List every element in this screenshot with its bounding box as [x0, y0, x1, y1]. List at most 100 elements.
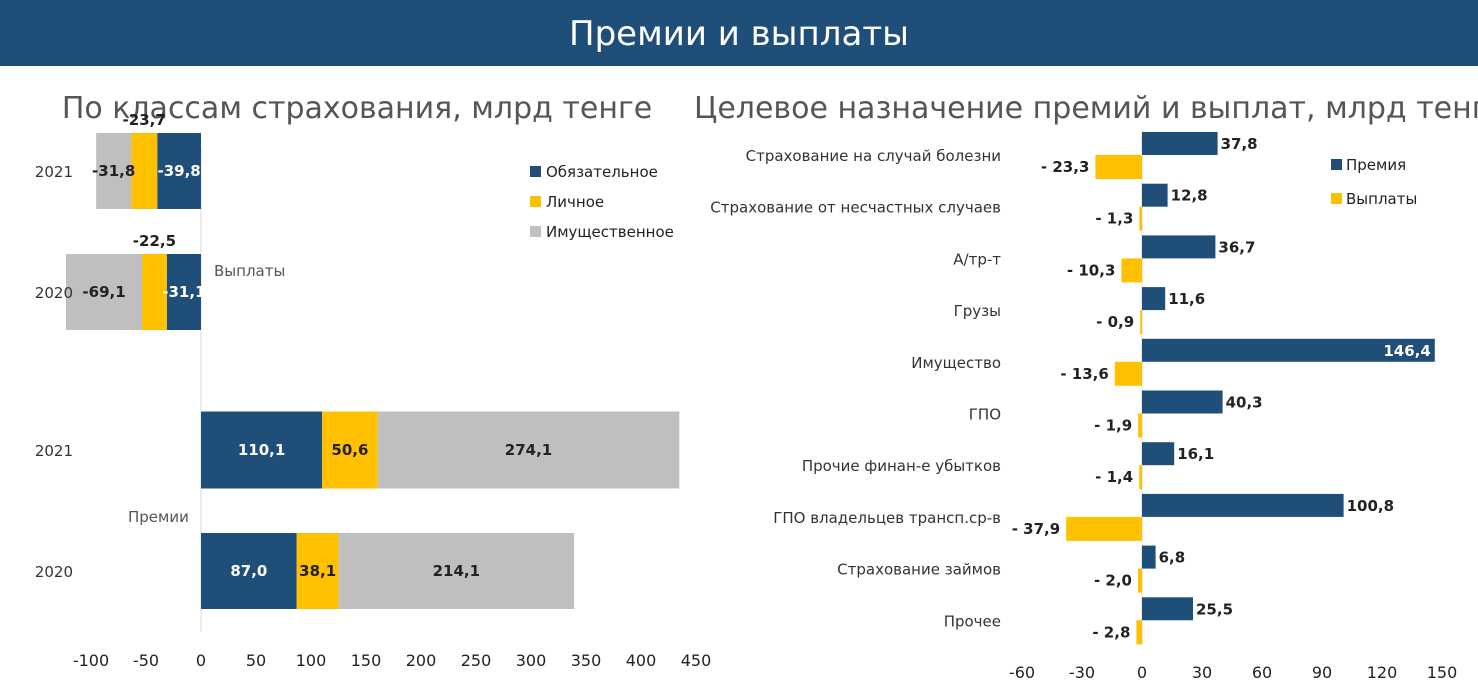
- left-x-tick-1: -50: [133, 651, 159, 670]
- right-data-label-premium-6: 16,1: [1177, 445, 1214, 463]
- right-data-label-premium-3: 11,6: [1168, 290, 1205, 308]
- right-bar-premium-3: [1142, 287, 1166, 311]
- left-x-tick-0: -100: [73, 651, 109, 670]
- left-x-tick-8: 300: [516, 651, 547, 670]
- left-data-label-Обязательное-1: -31,1: [162, 283, 205, 301]
- charts-canvas: По классам страхования, млрд тенге -39,8…: [35, 91, 1478, 682]
- right-bar-premium-1: [1142, 183, 1168, 207]
- right-x-tick-2: 0: [1137, 663, 1147, 682]
- left-bar-Обязательное-3: [201, 533, 297, 609]
- left-legend-swatch-0: [530, 166, 541, 177]
- left-category-label-0: 2021: [35, 163, 73, 181]
- left-data-label-Обязательное-2: 110,1: [238, 441, 285, 459]
- right-category-label-6: Прочие финан-е убытков: [802, 457, 1001, 475]
- right-category-label-0: Страхование на случай болезни: [746, 147, 1001, 165]
- right-data-label-payout-5: - 1,9: [1094, 417, 1132, 435]
- left-data-label-Имущественное-2: 274,1: [505, 441, 552, 459]
- left-bar-Личное-0: [131, 133, 158, 209]
- right-x-tick-1: -30: [1069, 663, 1095, 682]
- group-label-payouts: Выплаты: [214, 262, 285, 280]
- right-data-label-payout-3: - 0,9: [1096, 313, 1134, 331]
- right-bar-payout-5: [1138, 413, 1142, 438]
- right-bar-premium-0: [1142, 132, 1218, 155]
- left-bar-Имущественное-2: [377, 411, 680, 489]
- right-data-label-payout-7: - 37,9: [1012, 520, 1060, 538]
- left-x-tick-3: 50: [246, 651, 266, 670]
- right-category-label-4: Имущество: [911, 354, 1001, 372]
- left-x-tick-10: 400: [626, 651, 657, 670]
- right-bar-payout-1: [1139, 206, 1142, 231]
- left-x-tick-2: 0: [196, 651, 206, 670]
- right-bar-premium-6: [1142, 442, 1175, 466]
- right-legend-label-1: Выплаты: [1346, 190, 1417, 208]
- left-legend-label-1: Личное: [546, 193, 604, 211]
- right-data-label-payout-8: - 2,0: [1094, 572, 1132, 590]
- left-bar-Личное-1: [142, 254, 167, 330]
- left-bar-Обязательное-2: [201, 411, 323, 489]
- right-data-label-payout-2: - 10,3: [1067, 261, 1115, 279]
- right-bar-premium-4: [1142, 338, 1435, 362]
- left-bar-Обязательное-1: [166, 254, 201, 330]
- left-data-label-Личное-2: 50,6: [331, 441, 368, 459]
- page-title: Премии и выплаты: [569, 14, 909, 54]
- right-x-tick-4: 60: [1252, 663, 1272, 682]
- right-data-label-premium-7: 100,8: [1347, 497, 1394, 515]
- right-legend-swatch-1: [1331, 193, 1342, 204]
- right-bar-payout-3: [1140, 310, 1142, 335]
- right-bar-payout-9: [1136, 620, 1142, 645]
- right-category-label-8: Страхование займов: [837, 561, 1001, 579]
- right-category-label-5: ГПО: [969, 406, 1001, 424]
- left-legend-swatch-2: [530, 226, 541, 237]
- left-bar-Имущественное-1: [66, 254, 143, 330]
- right-category-label-1: Страхование от несчастных случаев: [710, 199, 1001, 217]
- right-data-label-payout-4: - 13,6: [1060, 365, 1108, 383]
- right-data-label-premium-8: 6,8: [1159, 549, 1186, 567]
- right-data-label-premium-9: 25,5: [1196, 600, 1233, 618]
- left-data-label-Личное-1: -22,5: [133, 232, 176, 250]
- left-x-tick-7: 250: [461, 651, 492, 670]
- right-bar-payout-6: [1139, 465, 1142, 490]
- left-legend-label-0: Обязательное: [546, 163, 658, 181]
- right-chart-title: Целевое назначение премий и выплат, млрд…: [694, 91, 1478, 126]
- right-bar-premium-8: [1142, 545, 1156, 569]
- right-data-label-payout-0: - 23,3: [1041, 158, 1089, 176]
- right-category-label-7: ГПО владельцев трансп.ср-в: [773, 509, 1001, 527]
- left-chart: По классам страхования, млрд тенге -39,8…: [35, 91, 711, 670]
- left-data-label-Имущественное-1: -69,1: [82, 283, 125, 301]
- left-x-tick-4: 100: [296, 651, 327, 670]
- right-x-tick-7: 150: [1427, 663, 1458, 682]
- right-x-tick-6: 120: [1367, 663, 1398, 682]
- left-bar-Личное-3: [296, 533, 339, 609]
- right-data-label-payout-1: - 1,3: [1095, 210, 1133, 228]
- left-data-label-Личное-3: 38,1: [299, 562, 336, 580]
- left-data-label-Имущественное-0: -31,8: [92, 162, 135, 180]
- right-bar-payout-0: [1095, 155, 1142, 179]
- right-x-tick-0: -60: [1009, 663, 1035, 682]
- right-legend-label-0: Премия: [1346, 156, 1406, 174]
- right-category-label-3: Грузы: [954, 302, 1001, 320]
- header-bar: Премии и выплаты: [0, 0, 1478, 66]
- right-bar-premium-5: [1142, 390, 1223, 414]
- left-bar-Обязательное-0: [157, 133, 201, 209]
- right-legend-swatch-0: [1331, 159, 1342, 170]
- right-x-tick-3: 30: [1192, 663, 1212, 682]
- left-category-label-2: 2021: [35, 442, 73, 460]
- right-bar-premium-9: [1142, 597, 1193, 621]
- group-label-premiums: Премии: [128, 508, 189, 526]
- left-data-label-Обязательное-0: -39,8: [157, 162, 200, 180]
- left-x-tick-9: 350: [571, 651, 602, 670]
- right-bar-premium-2: [1142, 235, 1216, 259]
- right-data-label-premium-0: 37,8: [1221, 135, 1258, 153]
- left-bar-Личное-2: [322, 411, 378, 489]
- right-x-tick-5: 90: [1312, 663, 1332, 682]
- right-category-label-2: А/тр-т: [953, 250, 1001, 268]
- right-bar-premium-7: [1142, 493, 1344, 517]
- left-chart-title: По классам страхования, млрд тенге: [62, 91, 652, 126]
- right-data-label-premium-2: 36,7: [1218, 238, 1255, 256]
- right-data-label-premium-5: 40,3: [1226, 394, 1263, 412]
- left-x-tick-5: 150: [351, 651, 382, 670]
- right-category-label-9: Прочее: [944, 612, 1001, 630]
- right-bar-payout-7: [1066, 516, 1142, 541]
- right-bar-payout-2: [1121, 258, 1142, 283]
- right-chart: Целевое назначение премий и выплат, млрд…: [694, 91, 1478, 682]
